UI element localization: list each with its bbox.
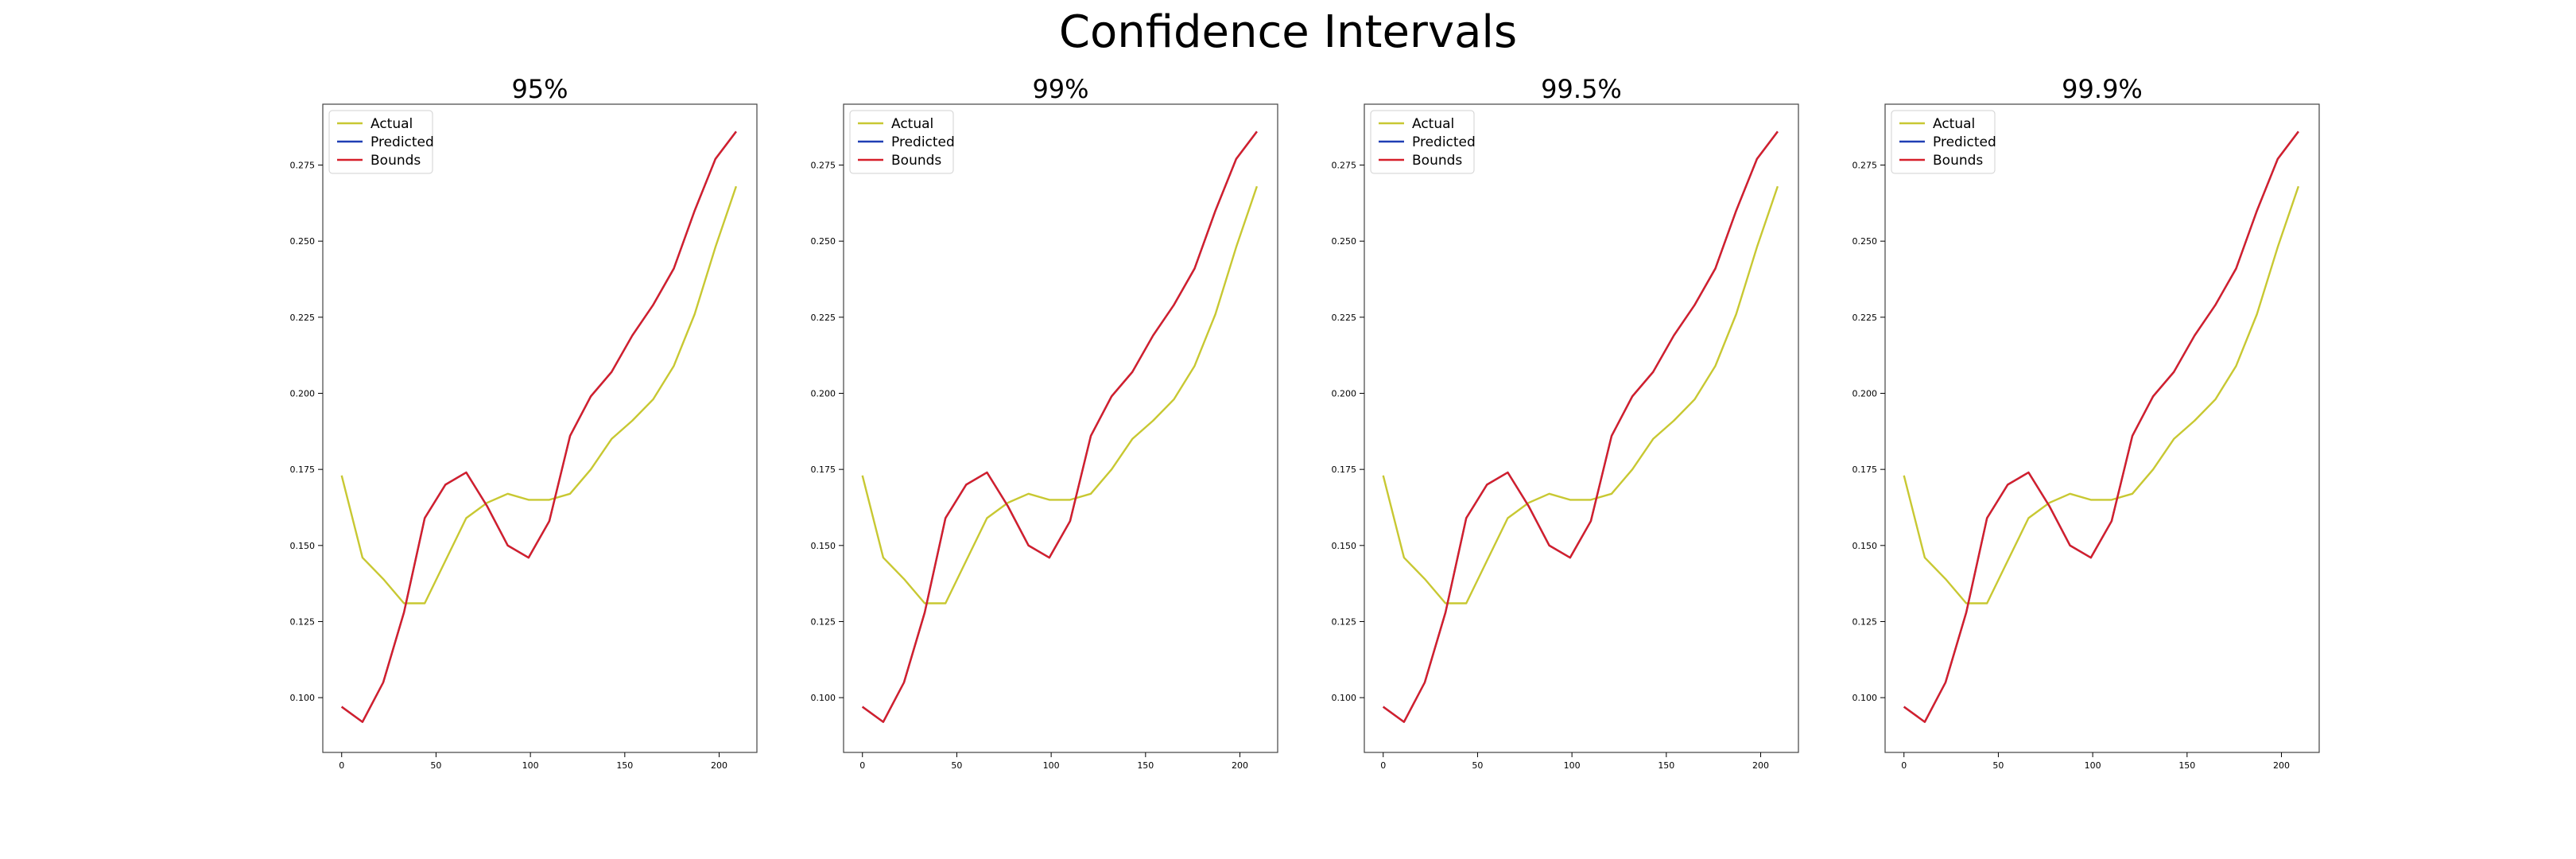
chart-panel-2: 99% 0 50 100 150 200 0.100 0.125 0.150 0.175 0.200… — [811, 74, 1278, 771]
panel-title: 95% — [511, 74, 568, 104]
y-tick-label: 0.200 — [811, 388, 836, 398]
y-tick-label: 0.175 — [1852, 464, 1878, 475]
legend-box — [1891, 110, 1996, 174]
x-tick-label: 200 — [1232, 760, 1248, 771]
x-tick-label: 150 — [2178, 760, 2195, 771]
y-tick-label: 0.100 — [1852, 693, 1878, 703]
y-tick-label: 0.275 — [290, 161, 316, 171]
y-tick-label: 0.100 — [290, 693, 316, 703]
y-tick-label: 0.100 — [1332, 693, 1357, 703]
plot-area — [843, 103, 1278, 753]
y-tick-label: 0.150 — [1332, 541, 1357, 551]
series-line-actual — [1382, 185, 1779, 604]
legend-label: Predicted — [1933, 134, 1996, 150]
y-tick-label: 0.225 — [1332, 313, 1357, 323]
y-tick-label: 0.250 — [811, 236, 836, 247]
y-tick-label: 0.225 — [811, 313, 836, 323]
series-line-bounds — [1903, 130, 2299, 723]
y-tick-label: 0.250 — [1332, 236, 1357, 247]
x-tick-label: 50 — [1472, 760, 1483, 771]
legend-label: Predicted — [1412, 134, 1476, 150]
legend-label: Predicted — [370, 134, 434, 150]
legend-box — [1370, 110, 1475, 174]
legend-label: Bounds — [370, 153, 421, 169]
series-line-bounds — [861, 130, 1258, 723]
y-tick-label: 0.225 — [290, 313, 316, 323]
y-tick-label: 0.275 — [1332, 161, 1357, 171]
x-tick-label: 100 — [1043, 760, 1060, 771]
x-tick-label: 50 — [1992, 760, 2004, 771]
x-tick-label: 50 — [430, 760, 441, 771]
y-tick-label: 0.125 — [1332, 616, 1357, 627]
y-tick-label: 0.275 — [811, 161, 836, 171]
x-tick-label: 100 — [1564, 760, 1581, 771]
y-tick-label: 0.200 — [1332, 388, 1357, 398]
y-tick-label: 0.125 — [1852, 616, 1878, 627]
y-tick-label: 0.175 — [811, 464, 836, 475]
panel-title: 99.9% — [2062, 74, 2143, 104]
y-tick-label: 0.250 — [290, 236, 316, 247]
x-tick-label: 200 — [2273, 760, 2290, 771]
chart-panel-3: 99.5% 0 50 100 150 200 0.100 0.125 0.150 0.175 0.2… — [1332, 74, 1799, 771]
y-tick-label: 0.150 — [1852, 541, 1878, 551]
x-tick-label: 0 — [1901, 760, 1907, 771]
legend-label: Bounds — [891, 153, 941, 169]
chart-panel-4: 99.9% 0 50 100 150 200 0.100 0.125 0.150 0.175 0.2… — [1852, 74, 2320, 771]
y-tick-label: 0.250 — [1852, 236, 1878, 247]
series-line-actual — [340, 185, 738, 604]
legend-label: Actual — [1933, 116, 1975, 132]
x-tick-label: 100 — [522, 760, 539, 771]
x-tick-label: 0 — [339, 760, 344, 771]
y-tick-label: 0.150 — [290, 541, 316, 551]
y-tick-label: 0.225 — [1852, 313, 1878, 323]
y-tick-label: 0.175 — [290, 464, 316, 475]
y-tick-label: 0.200 — [1852, 388, 1878, 398]
x-tick-label: 200 — [711, 760, 727, 771]
x-tick-label: 150 — [616, 760, 633, 771]
chart-panel-1: 95% 0 50 100 150 200 0.100 0.125 0.150 0.175 0.200… — [290, 74, 758, 771]
legend-label: Bounds — [1412, 153, 1462, 169]
plot-area — [322, 103, 758, 753]
series-line-actual — [1903, 185, 2300, 604]
x-tick-label: 150 — [1658, 760, 1674, 771]
series-line-actual — [861, 185, 1259, 604]
y-tick-label: 0.200 — [290, 388, 316, 398]
legend-label: Actual — [891, 116, 933, 132]
panel-title: 99% — [1032, 74, 1088, 104]
series-line-bounds — [1382, 130, 1779, 723]
x-tick-label: 0 — [859, 760, 865, 771]
series-line-bounds — [340, 130, 737, 723]
legend-label: Bounds — [1933, 153, 1983, 169]
legend-label: Predicted — [891, 134, 955, 150]
legend-box — [849, 110, 954, 174]
legend-box — [328, 110, 433, 174]
x-tick-label: 100 — [2085, 760, 2101, 771]
figure-title: Confidence Intervals — [1058, 6, 1518, 58]
panel-title: 99.5% — [1541, 74, 1622, 104]
x-tick-label: 150 — [1137, 760, 1154, 771]
legend-label: Actual — [1412, 116, 1454, 132]
y-tick-label: 0.175 — [1332, 464, 1357, 475]
y-tick-label: 0.275 — [1852, 161, 1878, 171]
plot-area — [1884, 103, 2320, 753]
x-tick-label: 200 — [1752, 760, 1769, 771]
y-tick-label: 0.125 — [290, 616, 316, 627]
plot-area — [1364, 103, 1799, 753]
y-tick-label: 0.150 — [811, 541, 836, 551]
y-tick-label: 0.125 — [811, 616, 836, 627]
x-tick-label: 0 — [1380, 760, 1386, 771]
y-tick-label: 0.100 — [811, 693, 836, 703]
x-tick-label: 50 — [951, 760, 962, 771]
legend-label: Actual — [370, 116, 413, 132]
